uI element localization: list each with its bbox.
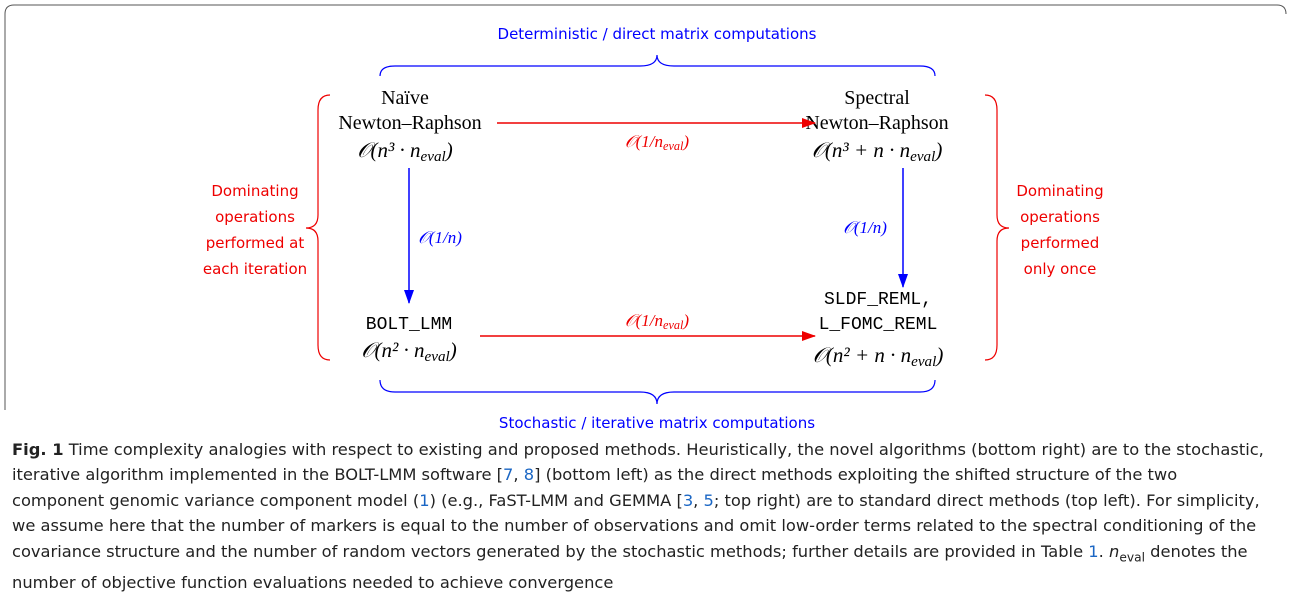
caption-text: , (693, 490, 704, 510)
caption-text: , (513, 465, 524, 485)
node-label: BOLT_LMM (366, 315, 452, 335)
left-brace (305, 94, 331, 361)
right-brace (984, 94, 1010, 361)
side-label: operations (1020, 208, 1100, 226)
side-label: only once (1024, 260, 1097, 278)
caption-label: Fig. 1 (12, 440, 64, 459)
node-label: Naïve (381, 87, 429, 109)
node-label: L_FOMC_REML (819, 315, 938, 335)
caption-math: n (1109, 541, 1120, 561)
side-label: each iteration (203, 260, 307, 278)
bottom-label: Stochastic / iterative matrix computatio… (499, 414, 815, 430)
node-label: SLDF_REML, (824, 290, 932, 310)
side-label: Dominating (1016, 182, 1103, 200)
side-label: performed at (206, 234, 305, 252)
edge-label: 𝒪(1/neval) (625, 132, 690, 153)
caption-text: denotes the number of objective function… (12, 541, 1248, 593)
table-link[interactable]: 1 (1088, 541, 1099, 561)
edge-label: 𝒪(1/n) (843, 218, 887, 237)
caption-text: Time complexity analogies with respect t… (12, 440, 1264, 485)
caption-text: ; top right) are to standard direct meth… (12, 490, 1260, 561)
frame (4, 4, 1287, 410)
caption-text: ) (e.g., FaST-LMM and GEMMA [ (429, 490, 683, 510)
top-label: Deterministic / direct matrix computatio… (498, 25, 817, 43)
reference-link[interactable]: 7 (503, 465, 514, 485)
node-complexity: 𝒪(n² · neval) (361, 338, 456, 365)
caption: Fig. 1 Time complexity analogies with re… (12, 437, 1274, 596)
reference-link[interactable]: 8 (523, 465, 535, 485)
side-label: performed (1021, 234, 1100, 252)
node-label: Spectral (844, 87, 910, 109)
bottom-brace (379, 379, 936, 405)
equation-link[interactable]: 1 (419, 490, 430, 510)
node-complexity: 𝒪(n² + n · neval) (813, 343, 944, 370)
side-label: operations (215, 208, 295, 226)
caption-math: eval (1119, 549, 1145, 564)
diagram: Deterministic / direct matrix computatio… (4, 4, 1287, 430)
top-brace (379, 54, 936, 77)
side-label: Dominating (211, 182, 298, 200)
edge-label: 𝒪(1/n) (418, 228, 462, 247)
caption-text: ] (bottom left) as the direct methods ex… (12, 465, 1178, 510)
node-complexity: 𝒪(n³ + n · neval) (812, 138, 943, 165)
node-complexity: 𝒪(n³ · neval) (357, 138, 452, 165)
reference-link[interactable]: 3 (682, 490, 694, 510)
reference-link[interactable]: 5 (703, 490, 714, 510)
node-label: Newton–Raphson (805, 112, 948, 134)
edge-label: 𝒪(1/neval) (625, 311, 690, 332)
caption-text: . (1098, 541, 1109, 561)
node-label: Newton–Raphson (338, 112, 481, 134)
